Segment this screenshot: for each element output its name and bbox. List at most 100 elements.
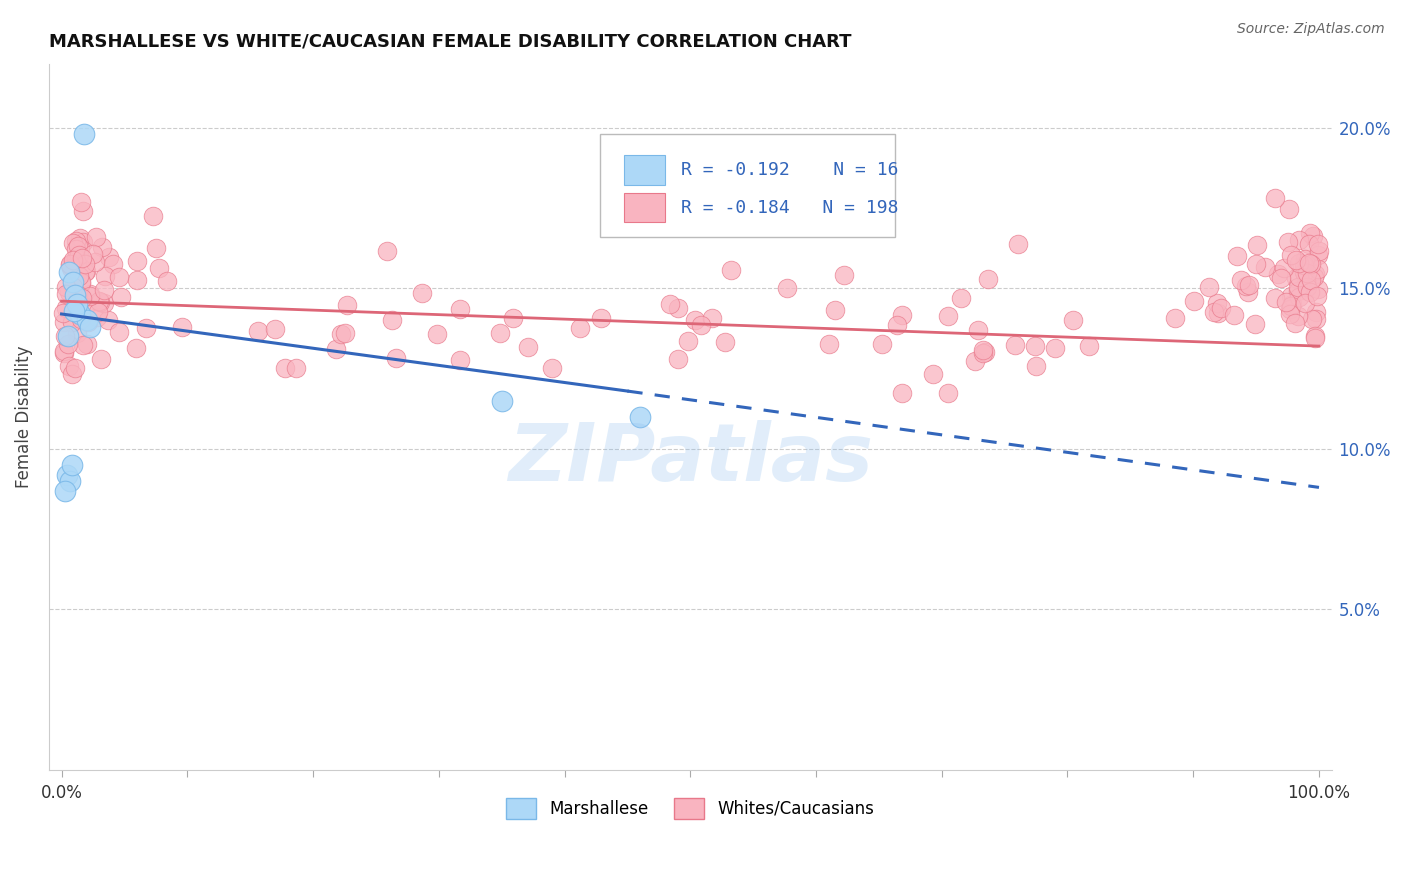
Point (1279, 299, 1302, 313)
Point (79, 289, 101, 303)
Point (720, 262, 742, 277)
Point (60, 261, 83, 276)
Point (70, 312, 93, 326)
Point (93, 296, 115, 310)
Point (690, 318, 713, 332)
Point (713, 334, 735, 349)
Point (335, 326, 357, 340)
Point (273, 361, 295, 376)
Point (62, 275, 84, 289)
Point (1285, 270, 1308, 285)
Point (921, 368, 943, 382)
Point (1286, 309, 1309, 323)
Point (1296, 280, 1319, 294)
Point (1299, 272, 1322, 286)
Point (1237, 278, 1260, 293)
Point (1024, 339, 1046, 353)
Point (1270, 270, 1292, 285)
Point (59, 474, 82, 488)
Point (97, 312, 120, 326)
Point (1306, 262, 1329, 277)
Point (1281, 289, 1303, 303)
Point (336, 297, 359, 311)
Point (1281, 297, 1303, 311)
Point (1284, 316, 1306, 330)
Point (94, 268, 117, 283)
Point (52, 343, 75, 358)
Point (1077, 338, 1099, 352)
Point (73, 300, 96, 314)
Point (1295, 274, 1317, 288)
Point (73, 265, 96, 279)
Point (70, 291, 93, 305)
Point (1308, 282, 1330, 296)
Point (1303, 329, 1326, 343)
Point (963, 354, 986, 368)
Point (62, 252, 84, 267)
Point (93, 284, 115, 298)
Point (67, 248, 90, 262)
Point (1299, 285, 1322, 299)
Point (125, 253, 148, 268)
Point (65, 287, 87, 301)
Point (1288, 289, 1310, 303)
Point (60, 458, 83, 472)
Point (700, 310, 723, 325)
Point (79, 319, 101, 334)
Point (1294, 296, 1316, 310)
Point (60, 315, 83, 329)
Point (53, 328, 76, 343)
Point (53, 483, 76, 498)
Point (936, 386, 959, 401)
Point (1303, 268, 1326, 282)
Point (77, 315, 100, 329)
Point (70, 292, 93, 306)
Point (330, 326, 353, 341)
Point (75, 264, 97, 278)
Point (1237, 285, 1260, 299)
Point (1281, 248, 1303, 262)
Point (541, 360, 564, 375)
Point (1004, 337, 1026, 351)
Point (1308, 247, 1330, 261)
Point (1226, 249, 1249, 263)
Point (1299, 227, 1322, 241)
Point (1223, 308, 1246, 322)
Point (55, 467, 77, 482)
Point (1298, 256, 1320, 270)
Point (1244, 317, 1267, 331)
Point (1285, 253, 1308, 268)
Point (62, 236, 84, 251)
Point (832, 268, 855, 283)
Point (1303, 331, 1326, 345)
Point (1246, 238, 1268, 252)
Point (55, 301, 77, 316)
Point (1298, 236, 1320, 251)
Point (886, 318, 908, 332)
Point (98, 250, 121, 264)
Point (65, 251, 87, 265)
Point (973, 344, 995, 359)
Point (56, 329, 79, 343)
Point (950, 291, 973, 305)
Point (1292, 265, 1315, 279)
Point (72, 338, 94, 352)
Point (683, 313, 706, 327)
Point (385, 351, 408, 365)
Point (1305, 305, 1327, 319)
Point (110, 290, 132, 304)
Point (1234, 278, 1257, 293)
Point (488, 326, 510, 340)
Point (1254, 260, 1277, 274)
Point (517, 340, 540, 354)
Point (246, 324, 269, 338)
Point (1278, 307, 1301, 321)
Point (148, 261, 170, 276)
Point (142, 209, 165, 223)
Point (1202, 304, 1225, 318)
Point (1164, 311, 1187, 326)
Point (69, 242, 91, 256)
Point (891, 308, 914, 322)
Point (972, 346, 994, 360)
Text: R = -0.192    N = 16: R = -0.192 N = 16 (682, 161, 898, 179)
